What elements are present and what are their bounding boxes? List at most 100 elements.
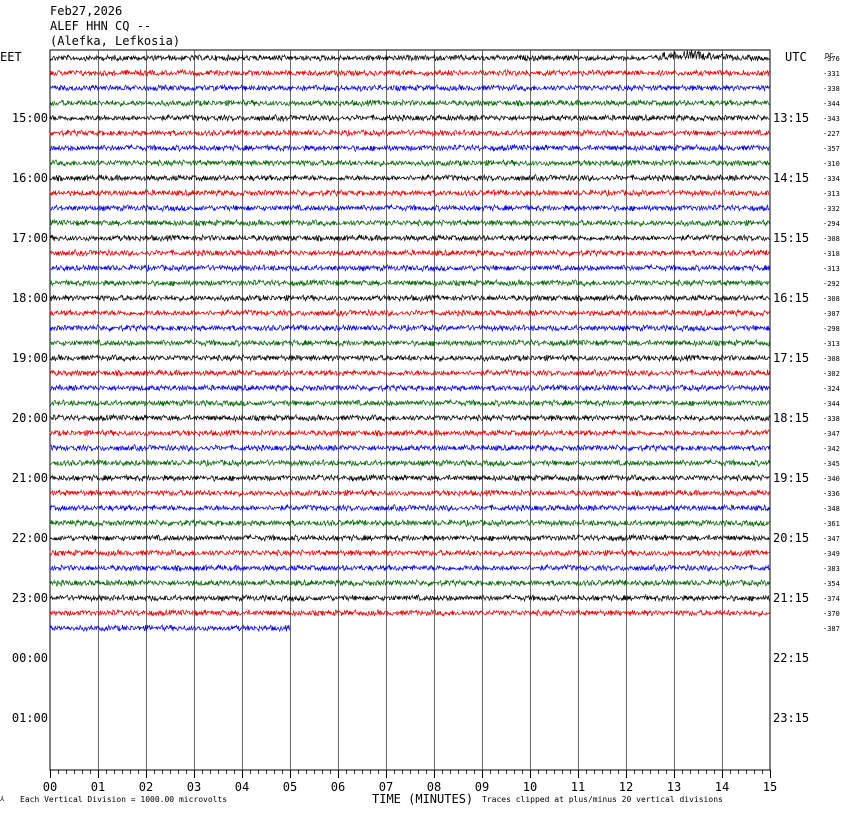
x-tick-label: 14: [715, 780, 729, 794]
dc-offset-label: -354: [823, 580, 840, 588]
dc-offset-label: -336: [823, 490, 840, 498]
right-axis-label: UTC: [785, 50, 807, 64]
seismic-trace: [49, 278, 770, 288]
seismic-traces: [49, 49, 770, 633]
dc-offset-label: -376: [823, 55, 840, 63]
seismic-trace: [49, 338, 770, 348]
seismic-trace: [49, 458, 770, 468]
x-axis-title: TIME (MINUTES): [372, 792, 474, 806]
seismic-trace: [49, 68, 770, 78]
dc-offset-label: -227: [823, 130, 840, 138]
x-tick-label: 01: [91, 780, 105, 794]
right-hour-label: 20:15: [773, 531, 809, 545]
right-hour-label: 17:15: [773, 351, 809, 365]
dc-offset-label: -344: [823, 400, 840, 408]
seismic-trace: [49, 159, 770, 168]
dc-offset-label: -302: [823, 370, 840, 378]
seismic-trace: [49, 503, 770, 512]
dc-offset-label: -357: [823, 145, 840, 153]
left-hour-label: 23:00: [12, 591, 48, 605]
x-tick-label: 02: [139, 780, 153, 794]
header-date: Feb27,2026: [50, 4, 123, 18]
dc-offset-label: -383: [823, 565, 840, 573]
dc-offset-label: -348: [823, 505, 840, 513]
dc-offset-label: -334: [823, 175, 840, 183]
x-tick-label: 10: [523, 780, 537, 794]
seismic-trace: [49, 113, 770, 123]
seismic-trace: [49, 624, 291, 633]
dc-offset-label: -332: [823, 205, 840, 213]
dc-offset-label: -342: [823, 445, 840, 453]
right-hour-label: 13:15: [773, 111, 809, 125]
seismic-trace: [49, 383, 770, 393]
x-tick-label: 15: [763, 780, 777, 794]
left-hour-label: 00:00: [12, 651, 48, 665]
plot-frame: [49, 49, 771, 771]
left-hour-label: 20:00: [12, 411, 48, 425]
dc-offset-label: -338: [823, 415, 840, 423]
dc-offset-label: -292: [823, 280, 840, 288]
seismic-trace: [49, 489, 770, 498]
dc-offset-label: -308: [823, 235, 840, 243]
seismic-trace: [49, 354, 770, 363]
seismic-trace: [49, 473, 770, 483]
dc-offset-label: -338: [823, 85, 840, 93]
dc-offset-label: -361: [823, 520, 840, 528]
seismic-trace: [49, 128, 770, 138]
x-tick-label: 00: [43, 780, 57, 794]
dc-offset-label: -308: [823, 355, 840, 363]
seismic-trace: [49, 188, 770, 198]
right-hour-label: 14:15: [773, 171, 809, 185]
seismic-trace: [49, 578, 770, 588]
dc-offset-label: -347: [823, 430, 840, 438]
x-tick-label: 06: [331, 780, 345, 794]
dc-offset-label: -313: [823, 340, 840, 348]
seismic-trace: [49, 99, 770, 108]
seismic-trace: [49, 548, 770, 558]
right-hour-label: 16:15: [773, 291, 809, 305]
dc-offset-label: -307: [823, 310, 840, 318]
dc-offset-label: -308: [823, 295, 840, 303]
header-block: Feb27,2026 ALEF HHN CQ -- (Alefka, Lefkosi…: [50, 4, 180, 49]
dc-offset-label: -310: [823, 160, 840, 168]
left-hour-label: 15:00: [12, 111, 48, 125]
seismic-trace: [49, 563, 770, 573]
seismic-trace: [49, 443, 770, 453]
seismic-trace: [49, 143, 770, 153]
dc-offset-label: -340: [823, 475, 840, 483]
left-hour-label: 18:00: [12, 291, 48, 305]
x-tick-label: 03: [187, 780, 201, 794]
left-axis-label: EET: [0, 50, 22, 64]
x-tick-label: 08: [427, 780, 441, 794]
left-hour-label: 19:00: [12, 351, 48, 365]
dc-offset-label: -324: [823, 385, 840, 393]
x-tick-label: 11: [571, 780, 585, 794]
dc-offset-label: -387: [823, 625, 840, 633]
seismic-trace: [49, 203, 770, 213]
left-hour-label: 22:00: [12, 531, 48, 545]
seismic-trace: [49, 218, 770, 228]
seismic-trace: [49, 368, 770, 378]
right-hour-label: 21:15: [773, 591, 809, 605]
left-hour-label: 17:00: [12, 231, 48, 245]
header-location: (Alefka, Lefkosia): [50, 34, 181, 48]
right-hour-label: 18:15: [773, 411, 809, 425]
footer-clip-note: Traces clipped at plus/minus 20 vertical…: [482, 795, 723, 804]
seismic-trace: [49, 248, 770, 258]
right-hour-label: 23:15: [773, 711, 809, 725]
right-hour-label: 19:15: [773, 471, 809, 485]
seismic-trace: [49, 173, 770, 183]
seismic-trace: [49, 533, 770, 543]
seismic-trace: [49, 294, 770, 303]
seismic-trace: [49, 398, 770, 408]
axis-labels: -376 -331 -338 -344 -343 -227 -357 -310 -334 -313…: [0, 50, 840, 794]
x-tick-label: 04: [235, 780, 249, 794]
dc-offset-label: -349: [823, 550, 840, 558]
dc-offset-label: -374: [823, 595, 840, 603]
x-tick-label: 12: [619, 780, 633, 794]
corner-mark: ⅄: [0, 795, 5, 803]
x-tick-label: 07: [379, 780, 393, 794]
dc-offset-label: -344: [823, 100, 840, 108]
seismic-trace: [49, 49, 770, 63]
